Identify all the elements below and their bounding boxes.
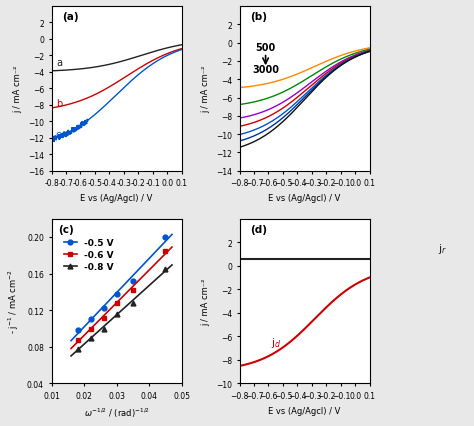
X-axis label: $\omega^{-1/2}$ / (rad)$^{-1/2}$: $\omega^{-1/2}$ / (rad)$^{-1/2}$ <box>83 406 150 419</box>
Y-axis label: j / mA cm⁻²: j / mA cm⁻² <box>13 66 22 113</box>
Text: c: c <box>56 130 61 140</box>
Text: j$_d$: j$_d$ <box>271 335 281 349</box>
Y-axis label: - j$^{-1}$ / mA cm$^{-2}$: - j$^{-1}$ / mA cm$^{-2}$ <box>7 269 21 334</box>
Legend: -0.5 V, -0.6 V, -0.8 V: -0.5 V, -0.6 V, -0.8 V <box>60 235 118 275</box>
X-axis label: E vs (Ag/Agcl) / V: E vs (Ag/Agcl) / V <box>268 193 341 202</box>
Text: b: b <box>56 99 62 109</box>
Text: 500: 500 <box>255 43 276 53</box>
Text: (b): (b) <box>250 12 267 22</box>
X-axis label: E vs (Ag/Agcl) / V: E vs (Ag/Agcl) / V <box>81 193 153 202</box>
Text: a: a <box>56 58 62 68</box>
X-axis label: E vs (Ag/Agcl) / V: E vs (Ag/Agcl) / V <box>268 406 341 414</box>
Text: (d): (d) <box>250 224 267 234</box>
Text: (a): (a) <box>62 12 79 22</box>
Y-axis label: j / mA cm⁻²: j / mA cm⁻² <box>201 66 210 113</box>
Text: j$_r$: j$_r$ <box>438 242 447 256</box>
Text: 3000: 3000 <box>252 65 279 75</box>
Text: (c): (c) <box>58 224 74 234</box>
Y-axis label: j / mA cm⁻²: j / mA cm⁻² <box>201 278 210 325</box>
